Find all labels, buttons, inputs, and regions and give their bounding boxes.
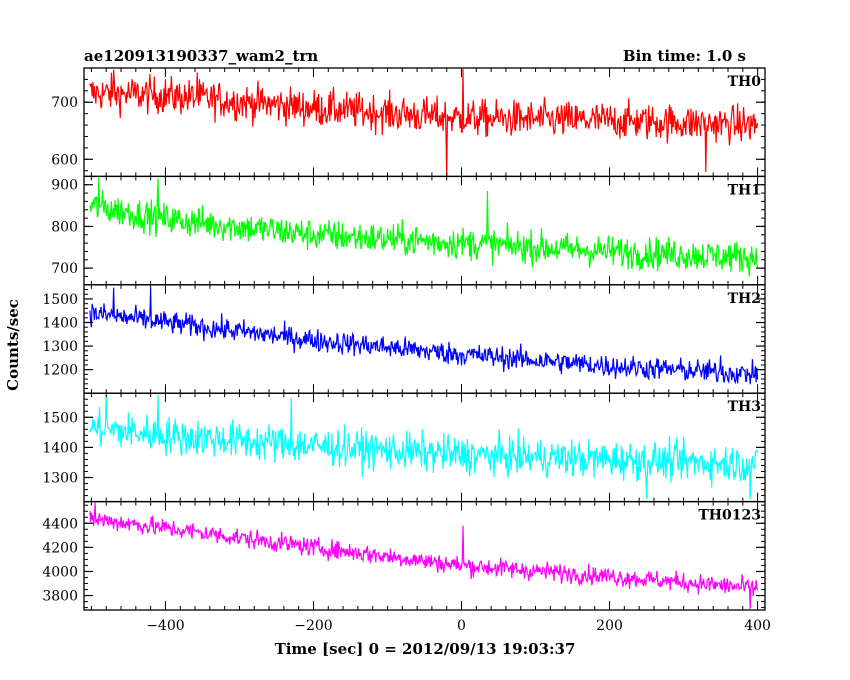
y-tick-label-th0123: 4000	[42, 564, 78, 580]
panel-frame-th1	[83, 175, 766, 286]
panel-label-th0: TH0	[728, 74, 762, 90]
panel-label-th2: TH2	[728, 291, 761, 307]
x-tick-label: 0	[457, 618, 466, 634]
panel-label-th0123: TH0123	[698, 508, 761, 524]
y-tick-label-th0123: 4200	[42, 540, 78, 556]
bin-time-label: Bin time: 1.0 s	[623, 47, 746, 65]
series-line-th2	[89, 287, 759, 385]
y-tick-label-th3: 1500	[42, 410, 78, 426]
y-tick-label-th2: 1400	[42, 316, 78, 332]
panel-frame-th0	[83, 67, 766, 178]
x-tick-label: −400	[146, 618, 184, 634]
y-tick-label-th0: 700	[51, 95, 78, 111]
x-tick-label: 400	[744, 618, 771, 634]
series-line-th0123	[89, 502, 759, 609]
y-tick-label-th1: 800	[51, 219, 78, 235]
panels: 600 700 TH0 700 800 900 TH1 1200 1300 1400 1500 TH2…	[42, 67, 771, 634]
series-line-th3	[89, 394, 759, 500]
x-tick-label: 200	[596, 618, 623, 634]
y-tick-label-th2: 1500	[42, 292, 78, 308]
y-tick-label-th2: 1300	[42, 339, 78, 355]
y-tick-label-th0123: 3800	[42, 589, 78, 605]
y-axis-title: Counts/sec	[4, 299, 22, 391]
x-tick-label: −200	[294, 618, 332, 634]
y-tick-label-th0: 600	[51, 152, 78, 168]
y-tick-label-th3: 1400	[42, 440, 78, 456]
panel-label-th1: TH1	[728, 182, 761, 198]
chart-title: ae120913190337_wam2_trn	[84, 47, 318, 65]
y-tick-label-th0123: 4400	[42, 516, 78, 532]
panel-label-th3: TH3	[728, 399, 761, 415]
y-tick-label-th1: 900	[51, 178, 78, 194]
x-axis-title: Time [sec] 0 = 2012/09/13 19:03:37	[275, 640, 576, 658]
y-tick-label-th3: 1300	[42, 471, 78, 487]
series-line-th1	[89, 177, 759, 277]
panel-frame-th0123	[83, 500, 766, 611]
y-tick-label-th2: 1200	[42, 363, 78, 379]
y-tick-label-th1: 700	[51, 261, 78, 277]
series-line-th0	[89, 69, 759, 177]
panel-frame-th2	[83, 284, 766, 394]
